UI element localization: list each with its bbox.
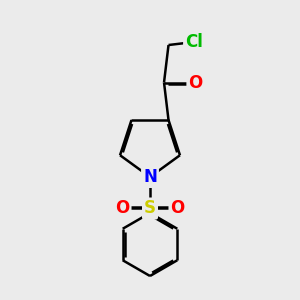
Text: O: O — [170, 200, 185, 217]
Text: N: N — [143, 168, 157, 186]
Text: O: O — [188, 74, 203, 92]
Text: S: S — [144, 200, 156, 217]
Text: Cl: Cl — [185, 33, 203, 51]
Text: O: O — [115, 200, 130, 217]
